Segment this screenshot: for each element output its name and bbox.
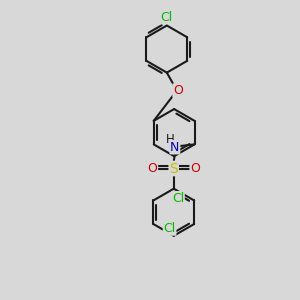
Text: N: N [170,141,180,154]
Text: Cl: Cl [164,222,176,235]
Text: O: O [148,162,158,175]
Text: O: O [190,162,200,175]
Text: O: O [173,84,183,97]
Text: S: S [169,161,178,176]
Text: Cl: Cl [172,192,184,205]
Text: Cl: Cl [161,11,173,24]
Text: H: H [166,133,175,146]
